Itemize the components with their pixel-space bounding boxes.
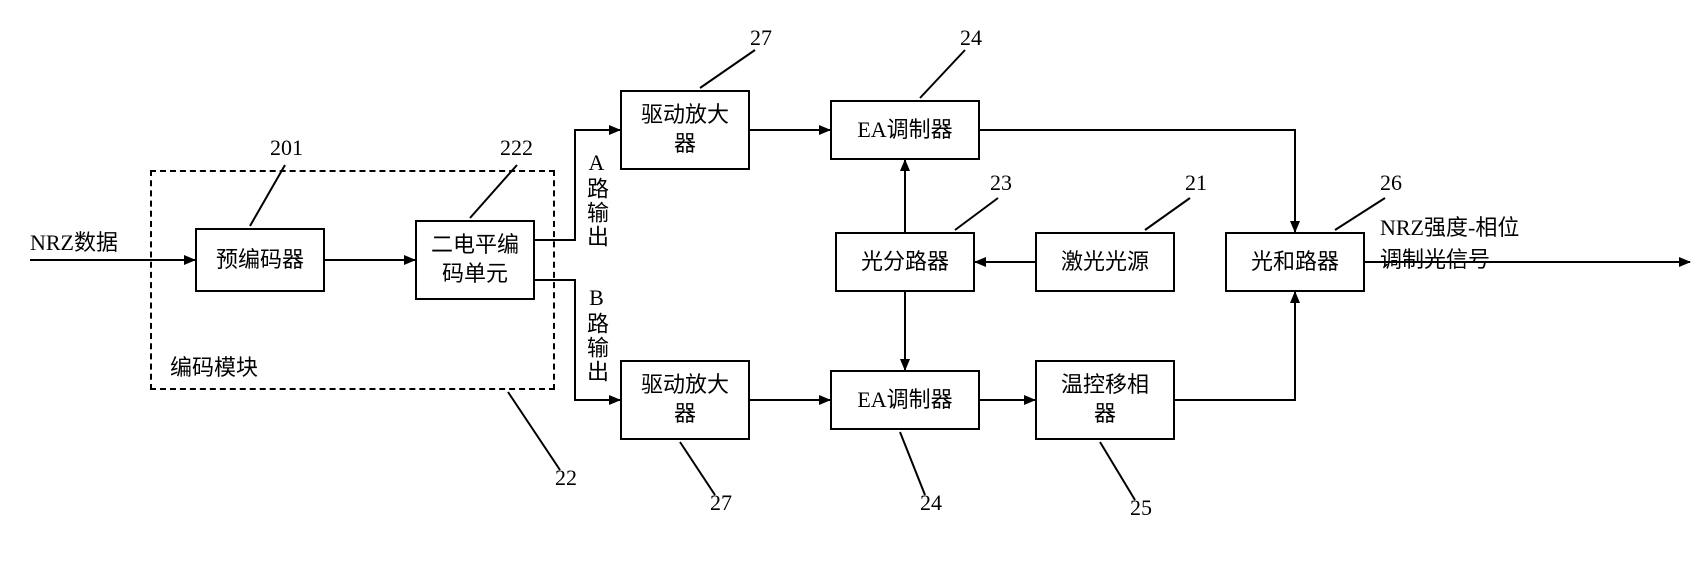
reference-number-23: 23	[990, 170, 1012, 196]
encoding-module-label: 编码模块	[170, 350, 258, 382]
output-label-line2: 调制光信号	[1380, 247, 1490, 272]
reference-number-27: 27	[750, 25, 772, 51]
output-label-line1: NRZ强度-相位	[1380, 215, 1519, 240]
thermal-phase-shifter-label: 温控移相器	[1061, 371, 1149, 428]
path-b-output-label: B路输出	[580, 285, 612, 384]
precoder-label: 预编码器	[216, 246, 304, 275]
reference-number-201: 201	[270, 135, 303, 161]
ea-modulator-bottom-label: EA调制器	[857, 386, 952, 415]
optical-combiner-label: 光和路器	[1251, 248, 1339, 277]
reference-number-26: 26	[1380, 170, 1402, 196]
reference-number-22: 22	[555, 465, 577, 491]
reference-number-21: 21	[1185, 170, 1207, 196]
two-level-encoder-box: 二电平编码单元	[415, 220, 535, 300]
reference-number-222: 222	[500, 135, 533, 161]
two-level-encoder-label: 二电平编码单元	[431, 231, 519, 288]
precoder-box: 预编码器	[195, 228, 325, 292]
ea-modulator-top-label: EA调制器	[857, 116, 952, 145]
ea-modulator-bottom-box: EA调制器	[830, 370, 980, 430]
optical-combiner-box: 光和路器	[1225, 232, 1365, 292]
reference-number-25: 25	[1130, 495, 1152, 521]
path-a-output-label: A路输出	[580, 150, 612, 249]
driver-amplifier-bottom-label: 驱动放大器	[641, 371, 729, 428]
ea-modulator-top-box: EA调制器	[830, 100, 980, 160]
reference-number-27: 27	[710, 490, 732, 516]
reference-number-24: 24	[960, 25, 982, 51]
optical-splitter-box: 光分路器	[835, 232, 975, 292]
driver-amplifier-top-box: 驱动放大器	[620, 90, 750, 170]
input-label: NRZ数据	[30, 225, 118, 257]
driver-amplifier-top-label: 驱动放大器	[641, 101, 729, 158]
thermal-phase-shifter-box: 温控移相器	[1035, 360, 1175, 440]
output-label: NRZ强度-相位 调制光信号	[1380, 210, 1519, 274]
optical-splitter-label: 光分路器	[861, 248, 949, 277]
laser-source-label: 激光光源	[1061, 248, 1149, 277]
laser-source-box: 激光光源	[1035, 232, 1175, 292]
driver-amplifier-bottom-box: 驱动放大器	[620, 360, 750, 440]
reference-number-24: 24	[920, 490, 942, 516]
